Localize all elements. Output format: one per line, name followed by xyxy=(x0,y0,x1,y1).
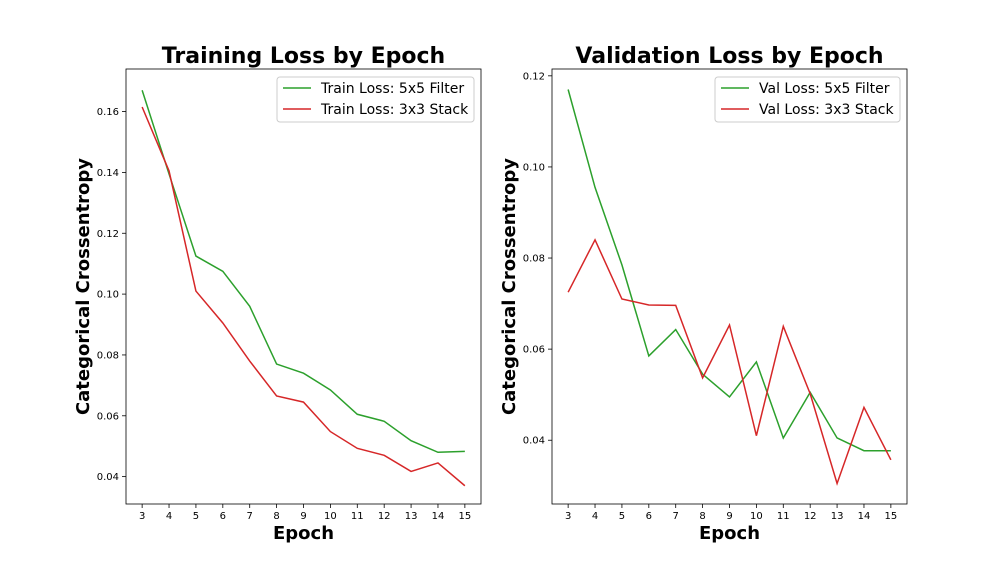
y-tick-label: 0.12 xyxy=(97,229,119,240)
y-tick-label: 0.08 xyxy=(97,350,119,361)
x-tick-label: 13 xyxy=(405,511,418,522)
y-tick-label: 0.06 xyxy=(523,345,545,356)
series-line-red xyxy=(567,238,892,486)
x-tick-label: 15 xyxy=(458,511,471,522)
x-tick-label: 7 xyxy=(247,511,253,522)
y-tick-label: 0.12 xyxy=(523,71,545,82)
x-tick-label: 3 xyxy=(565,511,571,522)
x-axis-title: Epoch xyxy=(699,523,760,544)
y-tick-label: 0.04 xyxy=(97,472,119,483)
series-line-red xyxy=(141,106,466,487)
x-tick-label: 9 xyxy=(726,511,732,522)
y-axis-title: Categorical Crossentropy xyxy=(73,158,94,415)
x-tick-label: 6 xyxy=(220,511,226,522)
legend-box xyxy=(276,76,475,123)
x-tick-label: 13 xyxy=(831,511,844,522)
x-tick-label: 5 xyxy=(193,511,199,522)
x-tick-label: 12 xyxy=(378,511,391,522)
x-tick-label: 10 xyxy=(750,511,763,522)
y-axis-title: Categorical Crossentropy xyxy=(499,158,520,415)
chart-title: Validation Loss by Epoch xyxy=(575,44,883,69)
series-line-green xyxy=(141,90,465,454)
x-tick-label: 10 xyxy=(324,511,337,522)
chart-panel-2: 3 4 5 6 7 8 9 10 11 12 13 14 15 0.04 0.06 0.08 0.10 0.12 V… xyxy=(499,44,908,544)
x-tick-label: 7 xyxy=(673,511,679,522)
x-tick-label: 14 xyxy=(858,511,871,522)
chart-title: Training Loss by Epoch xyxy=(162,44,445,69)
plot-frame xyxy=(551,68,908,505)
x-tick-label: 6 xyxy=(646,511,652,522)
legend-label: Train Loss: 5x5 Filter xyxy=(320,81,464,97)
x-tick-label: 3 xyxy=(139,511,145,522)
legend-label: Val Loss: 5x5 Filter xyxy=(759,81,890,97)
legend: Train Loss: 5x5 Filter Train Loss: 3x3 St… xyxy=(276,76,475,123)
x-tick-label: 12 xyxy=(804,511,817,522)
y-tick-label: 0.10 xyxy=(523,162,545,173)
y-tick-label: 0.16 xyxy=(97,107,119,118)
x-tick-label: 4 xyxy=(166,511,172,522)
x-tick-label: 5 xyxy=(619,511,625,522)
legend-label: Val Loss: 3x3 Stack xyxy=(759,102,894,118)
x-tick-label: 15 xyxy=(884,511,897,522)
y-tick-label: 0.14 xyxy=(97,168,119,179)
series-line-green xyxy=(567,89,891,452)
x-tick-label: 9 xyxy=(300,511,306,522)
x-tick-label: 14 xyxy=(432,511,445,522)
legend-label: Train Loss: 3x3 Stack xyxy=(320,102,469,118)
y-tick-label: 0.08 xyxy=(523,254,545,265)
y-tick-label: 0.06 xyxy=(97,411,119,422)
x-tick-label: 8 xyxy=(273,511,279,522)
legend: Val Loss: 5x5 Filter Val Loss: 3x3 Stack xyxy=(714,76,901,123)
y-tick-label: 0.04 xyxy=(523,436,545,447)
x-tick-label: 4 xyxy=(592,511,598,522)
chart-panel-1: 3 4 5 6 7 8 9 10 11 12 13 14 15 0.04 0.06 0.08 0.10 0.12 0… xyxy=(73,44,482,544)
y-tick-label: 0.10 xyxy=(97,290,119,301)
plot-frame xyxy=(125,68,482,505)
x-tick-label: 11 xyxy=(777,511,790,522)
x-axis-title: Epoch xyxy=(273,523,334,544)
x-tick-label: 11 xyxy=(351,511,364,522)
legend-box xyxy=(714,76,901,123)
x-tick-label: 8 xyxy=(699,511,705,522)
